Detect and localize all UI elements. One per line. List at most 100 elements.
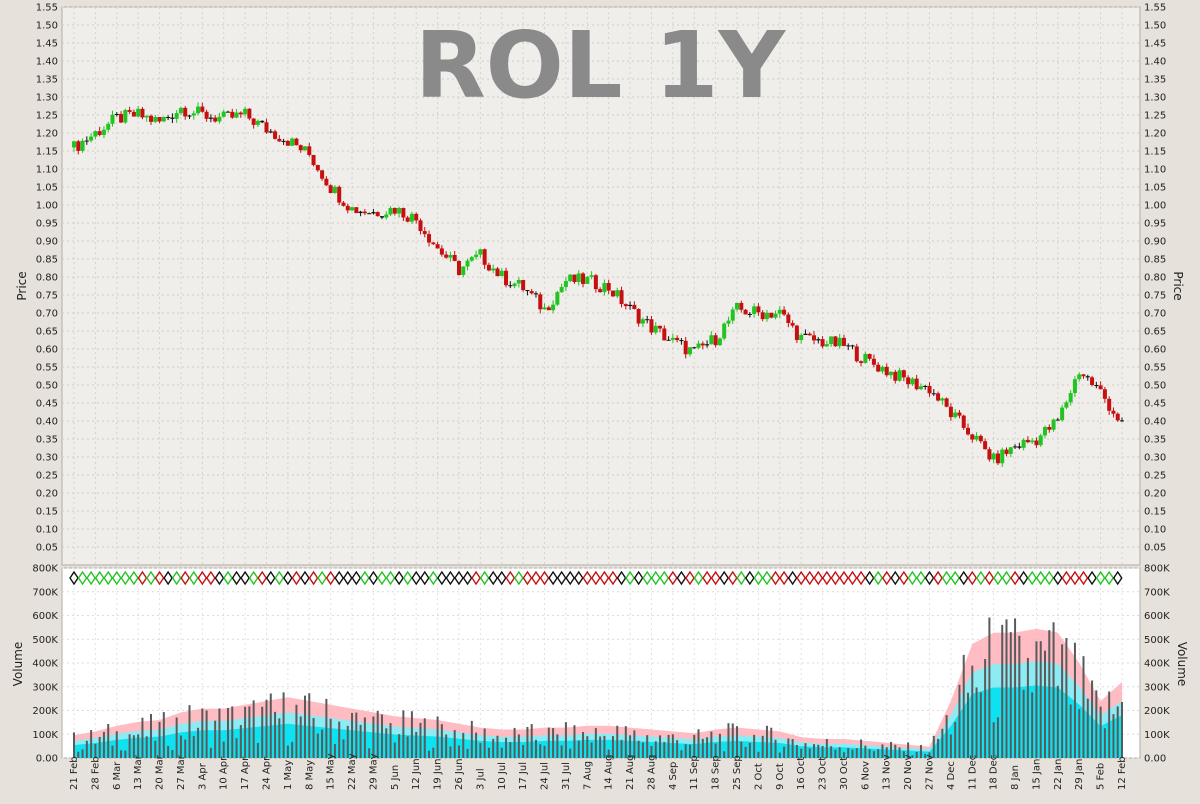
candle-body [893,371,898,381]
signal-diamond-icon [1035,570,1046,586]
date-tick-label: 29 Jan [1074,759,1085,790]
volume-bar [1009,632,1012,758]
candle-body [1034,440,1039,446]
volume-bar [1056,685,1059,758]
volume-bar [688,744,691,758]
volume-bar [800,748,803,758]
price-tick-label-left: 0.40 [36,417,58,428]
signal-diamond-icon [779,570,789,586]
candle-body [931,393,936,395]
candle-body [486,264,491,271]
signal-diamond-icon [890,570,901,586]
candle-body [354,207,359,214]
volume-bar [209,747,212,758]
signal-diamond-icon [206,570,216,586]
volume-bar [821,745,824,758]
volume-bar [440,724,443,758]
price-tick-label-left: 1.20 [36,129,58,140]
signal-diamond-icon [1078,570,1089,586]
candle-body [837,337,842,347]
candle-body [238,112,243,115]
price-tick-label-left: 0.20 [36,489,58,500]
candle-body [602,283,607,293]
signal-diamond-icon [248,570,259,586]
volume-bar [248,706,251,758]
candle-body [953,412,958,418]
candle-body [448,254,453,258]
signal-diamond-icon [608,570,618,586]
signal-diamond-icon [129,570,139,586]
volume-bar [154,740,157,758]
candle-body [632,304,637,310]
volume-bar [667,734,670,758]
date-tick-label: 3 Apr [197,762,208,790]
volume-bar [308,693,311,758]
volume-bar [321,729,324,758]
candle-body [255,120,260,125]
volume-tick-label-right: 300K [1144,682,1170,693]
volume-bar [569,748,572,758]
volume-bar [971,665,974,758]
signal-diamond-icon [505,570,516,586]
signal-diamond-icon [146,570,156,586]
price-tick-label-right: 1.40 [1144,57,1166,68]
signal-diamond-icon [360,570,370,586]
volume-bar [1001,624,1004,758]
candle-body [161,117,166,122]
volume-bar [171,749,174,758]
price-tick-label-right: 1.30 [1144,93,1166,104]
candle-body [76,141,81,151]
candle-body [653,325,658,333]
price-tick-label-right: 1.55 [1144,3,1166,14]
signal-diamond-icon [291,570,302,586]
volume-bar [748,742,751,758]
candle-body [923,385,928,387]
candle-body [619,290,624,305]
signal-diamond-icon [727,570,738,586]
volume-bar [244,706,247,758]
volume-bar [462,732,465,758]
signal-diamond-icon [69,570,79,586]
candle-body [110,114,115,124]
volume-bar [727,723,730,758]
volume-bar [813,744,816,758]
volume-bar [962,654,965,758]
candle-body [581,273,586,284]
date-tick-label: 15 May [326,753,337,790]
price-tick-label-right: 0.20 [1144,489,1166,500]
candle-body [974,435,979,440]
date-tick-label: 19 Jun [433,758,444,790]
candle-body [1077,374,1082,380]
date-tick-label: 10 Jul [497,762,508,790]
signal-diamond-icon [1070,570,1080,586]
signal-diamond-icon [830,570,841,586]
candle-body [529,291,534,294]
candle-body [371,212,376,214]
candle-body [572,274,577,283]
candle-body [645,319,650,321]
date-tick-label: 24 Apr [261,756,272,790]
volume-bar [894,744,897,758]
volume-bar [791,739,794,758]
signal-diamond-icon [471,570,481,586]
candle-body [1017,446,1022,448]
price-panel: 0.05 0.10 0.15 0.20 0.25 0.30 0.35 0.40 0.45 0.50… [15,3,1185,566]
volume-bar [120,750,123,758]
price-tick-label-left: 0.05 [36,543,58,554]
signal-diamond-icon [274,570,285,586]
candle-body [1000,449,1005,464]
volume-bar [663,741,666,758]
volume-bar [872,751,875,758]
volume-bar [179,735,182,758]
volume-bar [372,716,375,758]
date-tick-label: 13 Nov [882,754,893,790]
volume-bar [1039,641,1042,758]
volume-tick-label-left: 200K [32,706,58,717]
volume-bar [774,739,777,758]
volume-bar [740,741,743,758]
volume-bar [479,743,482,758]
volume-bar [783,746,786,758]
date-tick-label: 27 Mar [176,754,187,790]
volume-bar [500,747,503,758]
volume-bar [919,745,922,758]
